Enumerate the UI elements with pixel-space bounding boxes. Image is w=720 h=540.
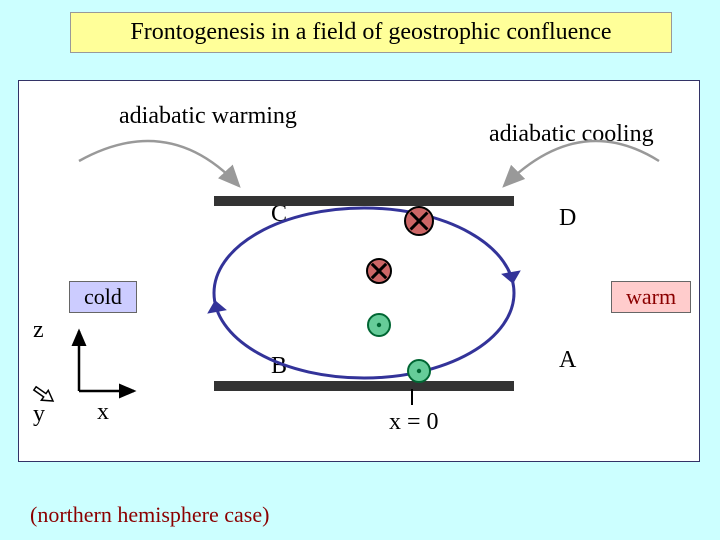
- footer-span: (northern hemisphere case): [30, 502, 269, 527]
- diagram-svg: [19, 81, 699, 461]
- title-box: Frontogenesis in a field of geostrophic …: [70, 12, 672, 53]
- title-text: Frontogenesis in a field of geostrophic …: [130, 19, 611, 45]
- diagram-panel: adiabatic warming adiabatic cooling C D …: [18, 80, 700, 462]
- footer-text: (northern hemisphere case): [30, 502, 269, 528]
